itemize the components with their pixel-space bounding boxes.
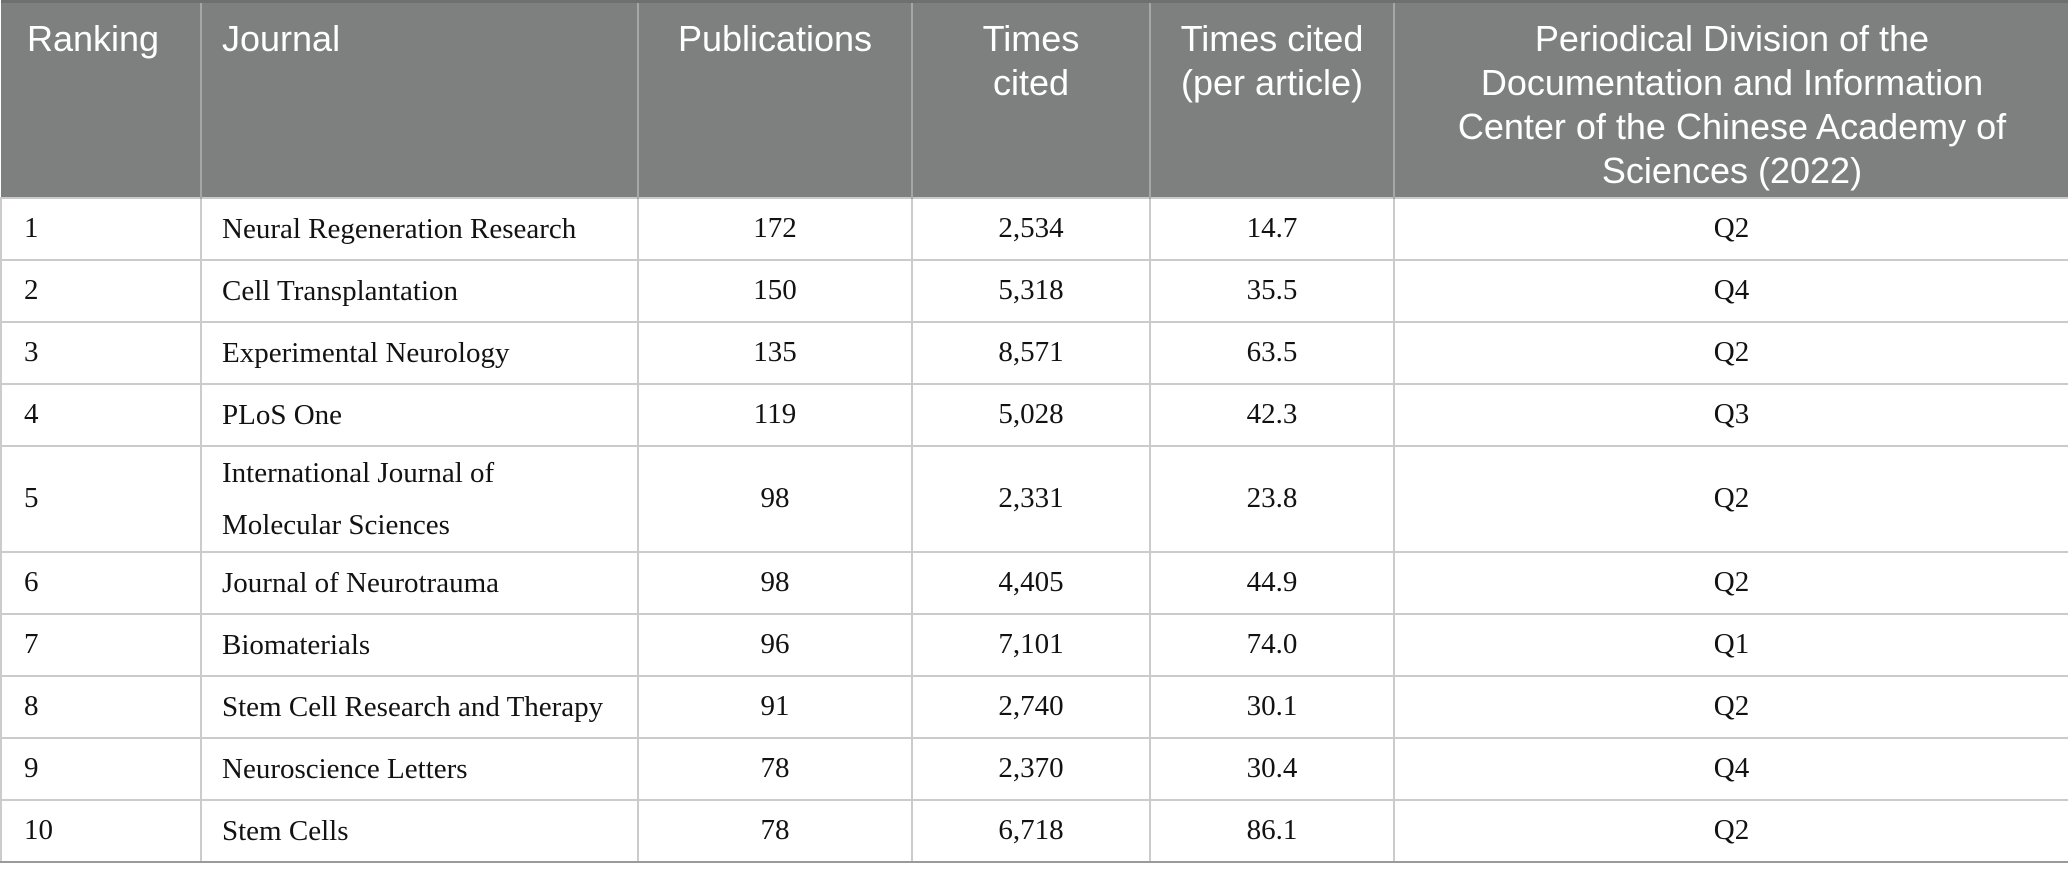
table-row: 9 Neuroscience Letters 78 2,370 30.4 Q4 <box>0 736 2068 801</box>
column-header-times-cited: Times cited <box>911 0 1150 198</box>
cell-publications: 150 <box>637 258 913 323</box>
cell-ranking: 8 <box>0 674 202 739</box>
cell-times-cited: 2,370 <box>911 736 1151 801</box>
cell-journal: Neuroscience Letters <box>200 736 639 801</box>
cell-times-cited: 5,028 <box>911 382 1151 447</box>
cell-ranking: 6 <box>0 550 202 615</box>
cell-times-cited: 4,405 <box>911 550 1151 615</box>
column-header-label: Journal <box>222 18 341 59</box>
table-row: 7 Biomaterials 96 7,101 74.0 Q1 <box>0 612 2068 677</box>
table-row: 4 PLoS One 119 5,028 42.3 Q3 <box>0 382 2068 447</box>
cell-publications: 135 <box>637 320 913 385</box>
column-header-label: Times cited <box>982 18 1080 103</box>
column-header-label: Publications <box>677 18 873 59</box>
cell-times-cited-per-article: 35.5 <box>1149 258 1395 323</box>
column-header-publications: Publications <box>637 0 912 198</box>
cell-ranking: 3 <box>0 320 202 385</box>
cell-publications: 78 <box>637 736 913 801</box>
column-header-journal: Journal <box>200 0 638 198</box>
table-row: 8 Stem Cell Research and Therapy 91 2,740 30… <box>0 674 2068 739</box>
cell-ranking: 5 <box>0 444 202 553</box>
table-header: Ranking Journal Publications Times cited Tim… <box>1 0 2068 198</box>
cell-times-cited-per-article: 74.0 <box>1149 612 1395 677</box>
cell-periodical-division: Q2 <box>1393 320 2068 385</box>
column-header-ranking: Ranking <box>1 0 201 198</box>
cell-times-cited-per-article: 30.1 <box>1149 674 1395 739</box>
cell-periodical-division: Q2 <box>1393 550 2068 615</box>
cell-publications: 172 <box>637 196 913 261</box>
cell-times-cited-per-article: 63.5 <box>1149 320 1395 385</box>
column-header-times-cited-per-article: Times cited (per article) <box>1149 0 1394 198</box>
cell-times-cited: 5,318 <box>911 258 1151 323</box>
cell-times-cited: 6,718 <box>911 798 1151 863</box>
cell-publications: 98 <box>637 444 913 553</box>
table-body: 1 Neural Regeneration Research 172 2,534 14.… <box>0 196 2068 863</box>
table-row: 6 Journal of Neurotrauma 98 4,405 44.9 Q2 <box>0 550 2068 615</box>
table-row: 2 Cell Transplantation 150 5,318 35.5 Q4 <box>0 258 2068 323</box>
cell-publications: 78 <box>637 798 913 863</box>
cell-publications: 91 <box>637 674 913 739</box>
cell-journal: Experimental Neurology <box>200 320 639 385</box>
column-header-periodical-division: Periodical Division of the Documentation… <box>1393 0 2068 198</box>
cell-journal: International Journal of Molecular Scien… <box>200 444 639 553</box>
cell-periodical-division: Q4 <box>1393 258 2068 323</box>
cell-publications: 119 <box>637 382 913 447</box>
cell-times-cited: 8,571 <box>911 320 1151 385</box>
cell-times-cited: 2,534 <box>911 196 1151 261</box>
cell-periodical-division: Q4 <box>1393 736 2068 801</box>
cell-times-cited: 2,331 <box>911 444 1151 553</box>
table-row: 1 Neural Regeneration Research 172 2,534 14.… <box>0 196 2068 261</box>
table-row: 10 Stem Cells 78 6,718 86.1 Q2 <box>0 798 2068 863</box>
column-header-label: Times cited (per article) <box>1180 18 1364 103</box>
cell-journal: Stem Cell Research and Therapy <box>200 674 639 739</box>
cell-ranking: 10 <box>0 798 202 863</box>
cell-journal: Stem Cells <box>200 798 639 863</box>
cell-periodical-division: Q3 <box>1393 382 2068 447</box>
cell-times-cited: 2,740 <box>911 674 1151 739</box>
header-row: Ranking Journal Publications Times cited Tim… <box>1 0 2068 198</box>
cell-periodical-division: Q2 <box>1393 196 2068 261</box>
table-row: 5 International Journal of Molecular Scie… <box>0 444 2068 553</box>
cell-periodical-division: Q1 <box>1393 612 2068 677</box>
cell-times-cited-per-article: 30.4 <box>1149 736 1395 801</box>
cell-ranking: 7 <box>0 612 202 677</box>
cell-journal: Biomaterials <box>200 612 639 677</box>
cell-journal: Journal of Neurotrauma <box>200 550 639 615</box>
cell-ranking: 2 <box>0 258 202 323</box>
cell-periodical-division: Q2 <box>1393 674 2068 739</box>
cell-times-cited-per-article: 23.8 <box>1149 444 1395 553</box>
cell-times-cited-per-article: 86.1 <box>1149 798 1395 863</box>
table-row: 3 Experimental Neurology 135 8,571 63.5 Q2 <box>0 320 2068 385</box>
cell-publications: 98 <box>637 550 913 615</box>
cell-times-cited: 7,101 <box>911 612 1151 677</box>
cell-ranking: 1 <box>0 196 202 261</box>
cell-ranking: 4 <box>0 382 202 447</box>
cell-journal: PLoS One <box>200 382 639 447</box>
cell-periodical-division: Q2 <box>1393 798 2068 863</box>
cell-ranking: 9 <box>0 736 202 801</box>
cell-journal: Neural Regeneration Research <box>200 196 639 261</box>
cell-times-cited-per-article: 42.3 <box>1149 382 1395 447</box>
cell-journal: Cell Transplantation <box>200 258 639 323</box>
column-header-label: Periodical Division of the Documentation… <box>1457 18 2007 191</box>
cell-periodical-division: Q2 <box>1393 444 2068 553</box>
cell-times-cited-per-article: 44.9 <box>1149 550 1395 615</box>
column-header-label: Ranking <box>27 18 160 59</box>
cell-publications: 96 <box>637 612 913 677</box>
cell-times-cited-per-article: 14.7 <box>1149 196 1395 261</box>
